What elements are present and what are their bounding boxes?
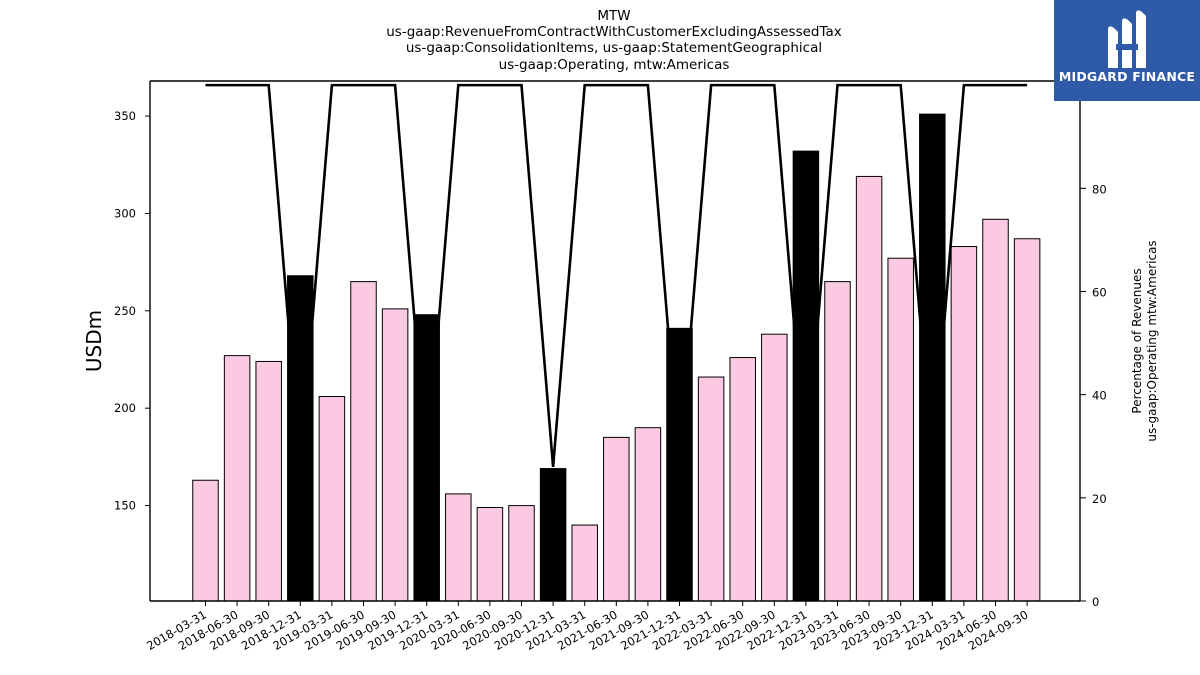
y2-axis-label: Percentage of Revenues us-gaap:Operating… xyxy=(1130,240,1159,441)
bar xyxy=(192,479,219,602)
y-axis-label: USDm xyxy=(82,310,106,372)
bar xyxy=(887,257,914,602)
y2-tick-label: 40 xyxy=(1092,389,1107,403)
y-tick-label: 250 xyxy=(114,304,136,318)
chart-title-line: us-gaap:RevenueFromContractWithCustomerE… xyxy=(386,24,842,40)
y-tick-label: 350 xyxy=(114,109,136,123)
y2-tick-label: 0 xyxy=(1092,595,1099,609)
percentage-line-series xyxy=(205,83,1028,467)
bar xyxy=(634,427,662,602)
bar xyxy=(729,357,756,602)
percentage-line xyxy=(205,83,1028,467)
logo-text: MIDGARD FINANCE xyxy=(1058,69,1196,84)
bar xyxy=(539,468,567,602)
bar xyxy=(792,150,820,602)
bar xyxy=(697,376,725,602)
y2-axis-label-line: us-gaap:Operating mtw:Americas xyxy=(1145,240,1159,441)
bar xyxy=(603,436,630,602)
chart-title-line: us-gaap:ConsolidationItems, us-gaap:Stat… xyxy=(406,40,822,56)
bar xyxy=(223,355,251,602)
bar xyxy=(855,175,883,602)
bar xyxy=(950,246,978,602)
bar xyxy=(508,505,535,602)
y2-tick-label: 80 xyxy=(1092,182,1107,196)
midgard-logo-icon xyxy=(1108,10,1146,68)
bar xyxy=(761,333,788,602)
bar xyxy=(476,507,504,602)
y2-axis-label-line: Percentage of Revenues xyxy=(1130,268,1144,413)
chart-title-line: us-gaap:Operating, mtw:Americas xyxy=(499,57,730,73)
bar xyxy=(318,396,346,602)
y-tick-label: 150 xyxy=(114,499,136,513)
bar xyxy=(1013,238,1041,602)
chart-title-line: MTW xyxy=(597,8,630,24)
y2-tick-label: 20 xyxy=(1092,492,1107,506)
bar xyxy=(350,281,377,602)
y-tick-label: 200 xyxy=(114,401,136,415)
chart-title: MTW us-gaap:RevenueFromContractWithCusto… xyxy=(386,8,842,73)
bar xyxy=(287,275,314,602)
bar xyxy=(824,281,851,602)
bar xyxy=(381,308,409,602)
bar xyxy=(445,493,472,602)
bar xyxy=(571,524,598,602)
bar xyxy=(982,218,1009,602)
y-tick-label: 300 xyxy=(114,206,136,220)
bar xyxy=(255,360,282,602)
y2-tick-label: 60 xyxy=(1092,285,1107,299)
midgard-finance-logo: MIDGARD FINANCE xyxy=(1054,0,1200,101)
bar-series xyxy=(192,113,1041,602)
